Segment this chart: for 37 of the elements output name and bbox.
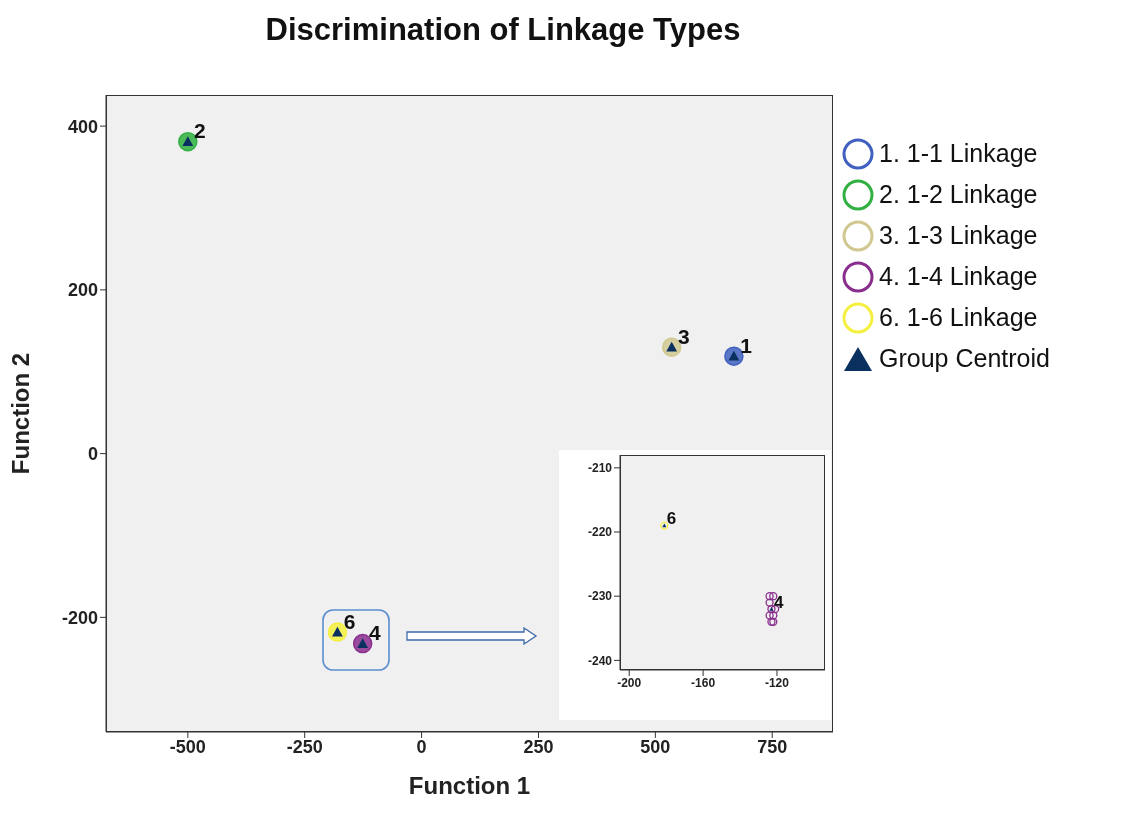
x-tick-label: -160 [691,675,716,690]
x-tick-label: 750 [757,736,788,757]
x-tick-label: 0 [416,736,427,757]
annotation: 4 [773,592,784,612]
point [765,592,774,601]
legend-label: 6. 1-6 Linkage [879,303,1038,332]
y-tick-label: -210 [587,461,613,476]
annotation: 3 [678,324,690,348]
x-tick-label: -200 [617,675,642,690]
y-tick-label: 0 [87,444,98,465]
point [769,611,778,620]
point [765,611,774,620]
x-tick-label: 250 [523,736,554,757]
legend-label: Group Centroid [879,344,1050,373]
y-tick-label: -230 [587,589,613,604]
legend-label: 4. 1-4 Linkage [879,262,1038,291]
y-axis-title: Function 2 [6,352,34,475]
annotation: 2 [194,119,206,143]
legend-label: 1. 1-1 Linkage [879,139,1038,168]
annotation: 6 [666,509,677,529]
y-tick-label: -200 [61,607,98,628]
y-tick-label: -240 [587,653,613,668]
x-tick-label: 500 [640,736,671,757]
x-tick-label: -120 [764,675,790,690]
x-tick-label: -250 [286,736,323,757]
legend-label: 2. 1-2 Linkage [879,180,1038,209]
chart-title: Discrimination of Linkage Types [264,12,742,48]
annotation: 4 [368,620,381,644]
annotation: 6 [343,609,356,633]
x-tick-label: -500 [169,736,206,757]
y-tick-label: 200 [67,280,98,301]
y-tick-label: -220 [587,525,613,540]
point [765,598,774,607]
annotation: 1 [740,333,753,357]
legend-label: 3. 1-3 Linkage [879,221,1038,250]
x-axis-title: Function 1 [408,772,531,800]
y-tick-label: 400 [67,116,98,137]
